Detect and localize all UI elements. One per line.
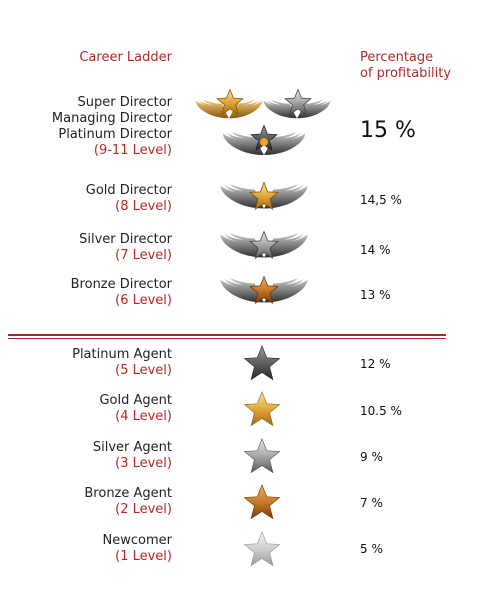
top-level-label: (9-11 Level) [93,143,172,158]
platinum-agent-label: Platinum Agent [72,347,172,362]
winged-star-icon [220,182,308,210]
winged-star-icon [220,231,308,259]
silver-agent-level: (3 Level) [115,456,172,471]
star-icon [243,438,281,474]
newcomer-label: Newcomer [102,533,172,548]
profitability-header: Percentage of profitability [360,50,480,82]
silver-director-badge [216,227,312,269]
bronze-director-percentage: 13 % [360,288,391,302]
platinum-agent-star [243,344,281,382]
director-row-gold: Gold Director (8 Level) [86,183,172,215]
bronze-agent-level: (2 Level) [115,502,172,517]
newcomer-percentage: 5 % [360,542,383,556]
silver-agent-percentage: 9 % [360,450,383,464]
profitability-header-line1: Percentage [360,50,434,65]
top-percentage: 15 % [360,118,416,143]
bronze-director-badge [216,272,312,314]
gold-agent-star [243,390,281,428]
bronze-agent-star [243,483,281,521]
gold-director-label: Gold Director [85,183,172,198]
silver-agent-star [243,437,281,475]
top-director-badges [194,88,334,168]
gold-agent-percentage: 10.5 % [360,404,402,418]
agent-row-gold: Gold Agent (4 Level) [99,393,172,425]
winged-star-icon [220,276,308,304]
career-ladder-header: Career Ladder [79,50,172,65]
agent-row-bronze: Bronze Agent (2 Level) [84,486,172,518]
managing-director-label: Managing Director [51,111,172,126]
section-divider [8,334,446,336]
director-row-silver: Silver Director (7 Level) [79,232,172,264]
agent-row-newcomer: Newcomer (1 Level) [103,533,172,565]
gold-director-level: (8 Level) [115,199,172,214]
profitability-header-line2: of profitability [360,66,452,81]
platinum-director-label: Platinum Director [58,127,172,142]
silver-director-label: Silver Director [79,232,172,247]
gold-agent-level: (4 Level) [115,409,172,424]
star-icon [243,345,281,381]
gold-agent-label: Gold Agent [99,393,172,408]
agent-row-platinum: Platinum Agent (5 Level) [72,347,172,379]
star-icon [243,484,281,520]
newcomer-level: (1 Level) [115,549,172,564]
agent-row-silver: Silver Agent (3 Level) [93,440,172,472]
star-icon [243,391,281,427]
silver-director-level: (7 Level) [115,248,172,263]
gold-director-percentage: 14,5 % [360,193,402,207]
winged-star-icon [195,89,331,155]
top-director-names: Super Director Managing Director Platinu… [52,95,172,159]
star-icon [243,531,281,567]
platinum-agent-percentage: 12 % [360,357,391,371]
platinum-agent-level: (5 Level) [115,363,172,378]
bronze-agent-label: Bronze Agent [84,486,172,501]
bronze-agent-percentage: 7 % [360,496,383,510]
bronze-director-level: (6 Level) [115,293,172,308]
newcomer-star [243,530,281,568]
director-row-bronze: Bronze Director (6 Level) [71,277,172,309]
bronze-director-label: Bronze Director [70,277,172,292]
silver-director-percentage: 14 % [360,243,391,257]
silver-agent-label: Silver Agent [92,440,172,455]
gold-director-badge [216,178,312,220]
super-director-label: Super Director [77,95,172,110]
section-divider-thin [8,338,446,339]
